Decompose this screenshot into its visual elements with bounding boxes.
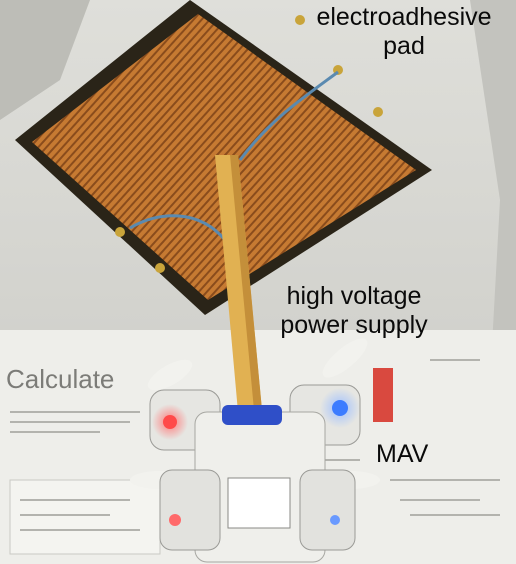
paper-block xyxy=(9,479,161,555)
supply-label-line-1: high voltage xyxy=(286,282,422,310)
mav-label-text: MAV xyxy=(376,440,429,468)
electroadhesive-pad-label: electroadhesive pad xyxy=(304,3,504,61)
pad-wire xyxy=(238,70,339,161)
pad-screws xyxy=(115,15,383,273)
supply-label-line-2: power supply xyxy=(280,311,428,339)
paper-heading: Calculate xyxy=(6,364,114,394)
pad-label-line-2: pad xyxy=(383,32,425,60)
power-supply-label: high voltage power supply xyxy=(262,282,446,340)
paper-tag xyxy=(373,368,393,422)
mav-label: MAV xyxy=(376,440,452,469)
ceiling-shade xyxy=(0,0,90,120)
pad-label-line-1: electroadhesive xyxy=(316,3,492,31)
pad-wire xyxy=(129,214,227,241)
mav xyxy=(130,338,380,563)
paper-lines xyxy=(10,359,500,531)
hv-supply-edge xyxy=(230,155,262,410)
